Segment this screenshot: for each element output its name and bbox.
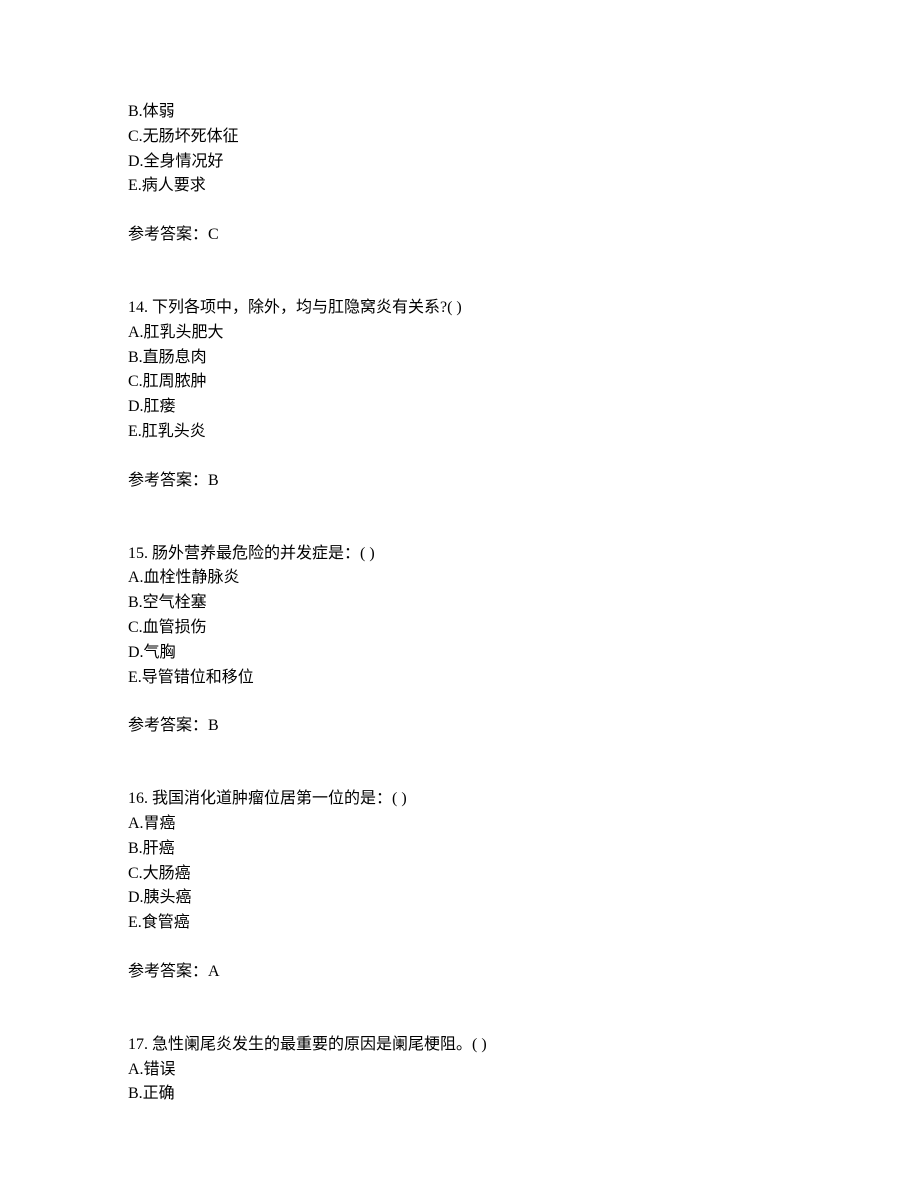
option-b: B.体弱: [128, 100, 792, 125]
answer-15: 参考答案：B: [128, 714, 792, 739]
question-text: 17. 急性阑尾炎发生的最重要的原因是阑尾梗阻。( ): [128, 1033, 792, 1058]
option-a: A.血栓性静脉炎: [128, 566, 792, 591]
question-16: 16. 我国消化道肿瘤位居第一位的是：( ) A.胃癌 B.肝癌 C.大肠癌 D…: [128, 787, 792, 985]
option-a: A.错误: [128, 1058, 792, 1083]
option-b: B.空气栓塞: [128, 591, 792, 616]
option-e: E.食管癌: [128, 911, 792, 936]
option-a: A.肛乳头肥大: [128, 321, 792, 346]
option-e: E.导管错位和移位: [128, 666, 792, 691]
option-e: E.肛乳头炎: [128, 420, 792, 445]
option-d: D.全身情况好: [128, 150, 792, 175]
question-17: 17. 急性阑尾炎发生的最重要的原因是阑尾梗阻。( ) A.错误 B.正确: [128, 1033, 792, 1107]
question-14: 14. 下列各项中，除外，均与肛隐窝炎有关系?( ) A.肛乳头肥大 B.直肠息…: [128, 296, 792, 494]
answer-16: 参考答案：A: [128, 960, 792, 985]
option-d: D.肛瘘: [128, 395, 792, 420]
option-b: B.肝癌: [128, 837, 792, 862]
option-c: C.无肠坏死体征: [128, 125, 792, 150]
option-c: C.血管损伤: [128, 616, 792, 641]
option-c: C.肛周脓肿: [128, 370, 792, 395]
option-b: B.正确: [128, 1082, 792, 1107]
option-a: A.胃癌: [128, 812, 792, 837]
option-c: C.大肠癌: [128, 862, 792, 887]
option-b: B.直肠息肉: [128, 346, 792, 371]
document-page: B.体弱 C.无肠坏死体征 D.全身情况好 E.病人要求 参考答案：C 14. …: [0, 0, 920, 1107]
answer-13: 参考答案：C: [128, 223, 792, 248]
question-text: 16. 我国消化道肿瘤位居第一位的是：( ): [128, 787, 792, 812]
question-15: 15. 肠外营养最危险的并发症是：( ) A.血栓性静脉炎 B.空气栓塞 C.血…: [128, 542, 792, 740]
option-e: E.病人要求: [128, 174, 792, 199]
question-text: 14. 下列各项中，除外，均与肛隐窝炎有关系?( ): [128, 296, 792, 321]
answer-14: 参考答案：B: [128, 469, 792, 494]
question-text: 15. 肠外营养最危险的并发症是：( ): [128, 542, 792, 567]
option-d: D.胰头癌: [128, 886, 792, 911]
question-13-tail: B.体弱 C.无肠坏死体征 D.全身情况好 E.病人要求 参考答案：C: [128, 100, 792, 248]
option-d: D.气胸: [128, 641, 792, 666]
